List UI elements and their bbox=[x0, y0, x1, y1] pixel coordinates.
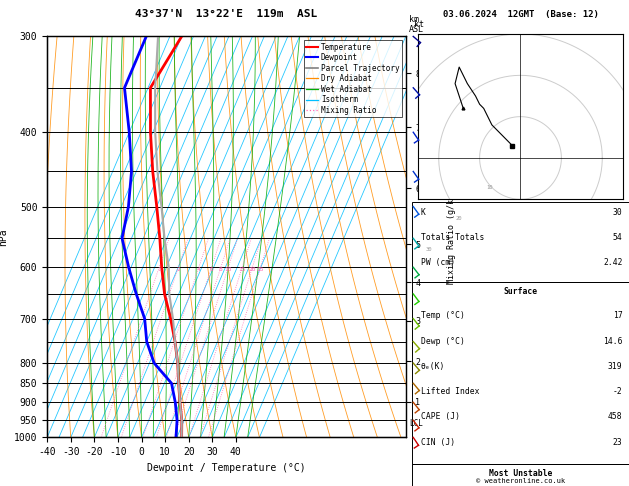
Text: 23: 23 bbox=[613, 437, 623, 447]
Bar bbox=[412, 282, 629, 464]
Text: 10: 10 bbox=[225, 267, 232, 272]
Text: 2: 2 bbox=[176, 267, 180, 272]
Text: Lifted Index: Lifted Index bbox=[421, 387, 479, 396]
Text: 03.06.2024  12GMT  (Base: 12): 03.06.2024 12GMT (Base: 12) bbox=[443, 10, 598, 19]
Text: 15: 15 bbox=[238, 267, 246, 272]
Text: 14.6: 14.6 bbox=[603, 336, 623, 346]
Text: Totals Totals: Totals Totals bbox=[421, 233, 484, 242]
Text: 10: 10 bbox=[487, 185, 493, 190]
Text: 20: 20 bbox=[456, 216, 462, 221]
Bar bbox=[412, 464, 629, 486]
Text: Most Unstable: Most Unstable bbox=[489, 469, 552, 478]
Text: 17: 17 bbox=[613, 311, 623, 320]
Text: 1: 1 bbox=[157, 267, 161, 272]
Text: -2: -2 bbox=[613, 387, 623, 396]
Text: 458: 458 bbox=[608, 412, 623, 421]
Text: km
ASL: km ASL bbox=[409, 15, 424, 34]
Text: 20: 20 bbox=[248, 267, 256, 272]
Text: 4: 4 bbox=[197, 267, 201, 272]
Text: 6: 6 bbox=[209, 267, 213, 272]
Text: LCL: LCL bbox=[409, 419, 423, 428]
Text: 54: 54 bbox=[613, 233, 623, 242]
Text: PW (cm): PW (cm) bbox=[421, 258, 455, 267]
Text: 30: 30 bbox=[425, 247, 431, 252]
Legend: Temperature, Dewpoint, Parcel Trajectory, Dry Adiabat, Wet Adiabat, Isotherm, Mi: Temperature, Dewpoint, Parcel Trajectory… bbox=[304, 40, 402, 117]
Y-axis label: hPa: hPa bbox=[0, 228, 8, 246]
Text: K: K bbox=[421, 208, 426, 217]
Text: Temp (°C): Temp (°C) bbox=[421, 311, 465, 320]
Text: 43°37'N  13°22'E  119m  ASL: 43°37'N 13°22'E 119m ASL bbox=[135, 9, 318, 19]
Text: 8: 8 bbox=[219, 267, 223, 272]
Text: CAPE (J): CAPE (J) bbox=[421, 412, 460, 421]
Text: kt: kt bbox=[415, 20, 424, 29]
Text: 319: 319 bbox=[608, 362, 623, 371]
X-axis label: Dewpoint / Temperature (°C): Dewpoint / Temperature (°C) bbox=[147, 463, 306, 473]
Y-axis label: Mixing Ratio (g/kg): Mixing Ratio (g/kg) bbox=[447, 190, 457, 284]
Text: 30: 30 bbox=[613, 208, 623, 217]
Bar bbox=[412, 202, 629, 282]
Text: 25: 25 bbox=[257, 267, 264, 272]
Text: CIN (J): CIN (J) bbox=[421, 437, 455, 447]
Text: Surface: Surface bbox=[503, 287, 538, 296]
Text: θₑ(K): θₑ(K) bbox=[421, 362, 445, 371]
Text: 2.42: 2.42 bbox=[603, 258, 623, 267]
Text: Dewp (°C): Dewp (°C) bbox=[421, 336, 465, 346]
Text: © weatheronline.co.uk: © weatheronline.co.uk bbox=[476, 478, 565, 484]
